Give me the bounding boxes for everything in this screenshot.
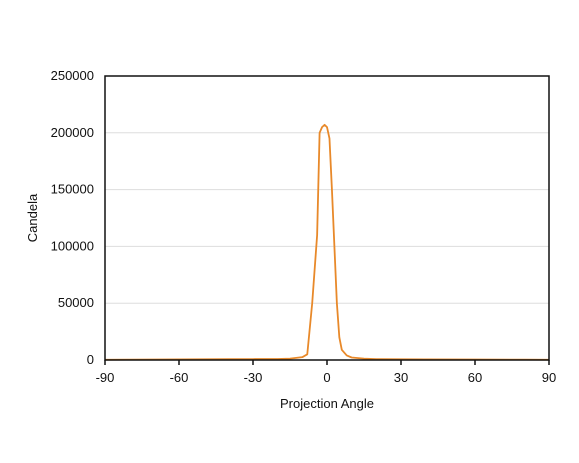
y-tick-label: 0 [87, 352, 94, 367]
y-tick-layer: 0 50000 100000 150000 200000 250000 [51, 68, 94, 367]
series-line-0 [104, 123, 550, 361]
x-tick-label: -90 [96, 370, 115, 385]
x-tick-layer: -90 -60 -30 0 30 60 90 [96, 360, 556, 385]
y-tick-label: 100000 [51, 238, 94, 253]
y-tick-label: 150000 [51, 182, 94, 197]
x-tick-label: -60 [170, 370, 189, 385]
x-tick-label: 90 [542, 370, 556, 385]
x-tick-label: 60 [468, 370, 482, 385]
y-axis-title: Candela [25, 193, 40, 242]
x-tick-label: 0 [323, 370, 330, 385]
series-layer [104, 123, 550, 361]
y-tick-label: 200000 [51, 125, 94, 140]
y-tick-label: 50000 [58, 295, 94, 310]
grid-layer [105, 132, 549, 304]
x-tick-label: 30 [394, 370, 408, 385]
x-tick-label: -30 [244, 370, 263, 385]
plot-frame [104, 75, 550, 361]
x-axis-title: Projection Angle [280, 396, 374, 411]
y-tick-label: 250000 [51, 68, 94, 83]
